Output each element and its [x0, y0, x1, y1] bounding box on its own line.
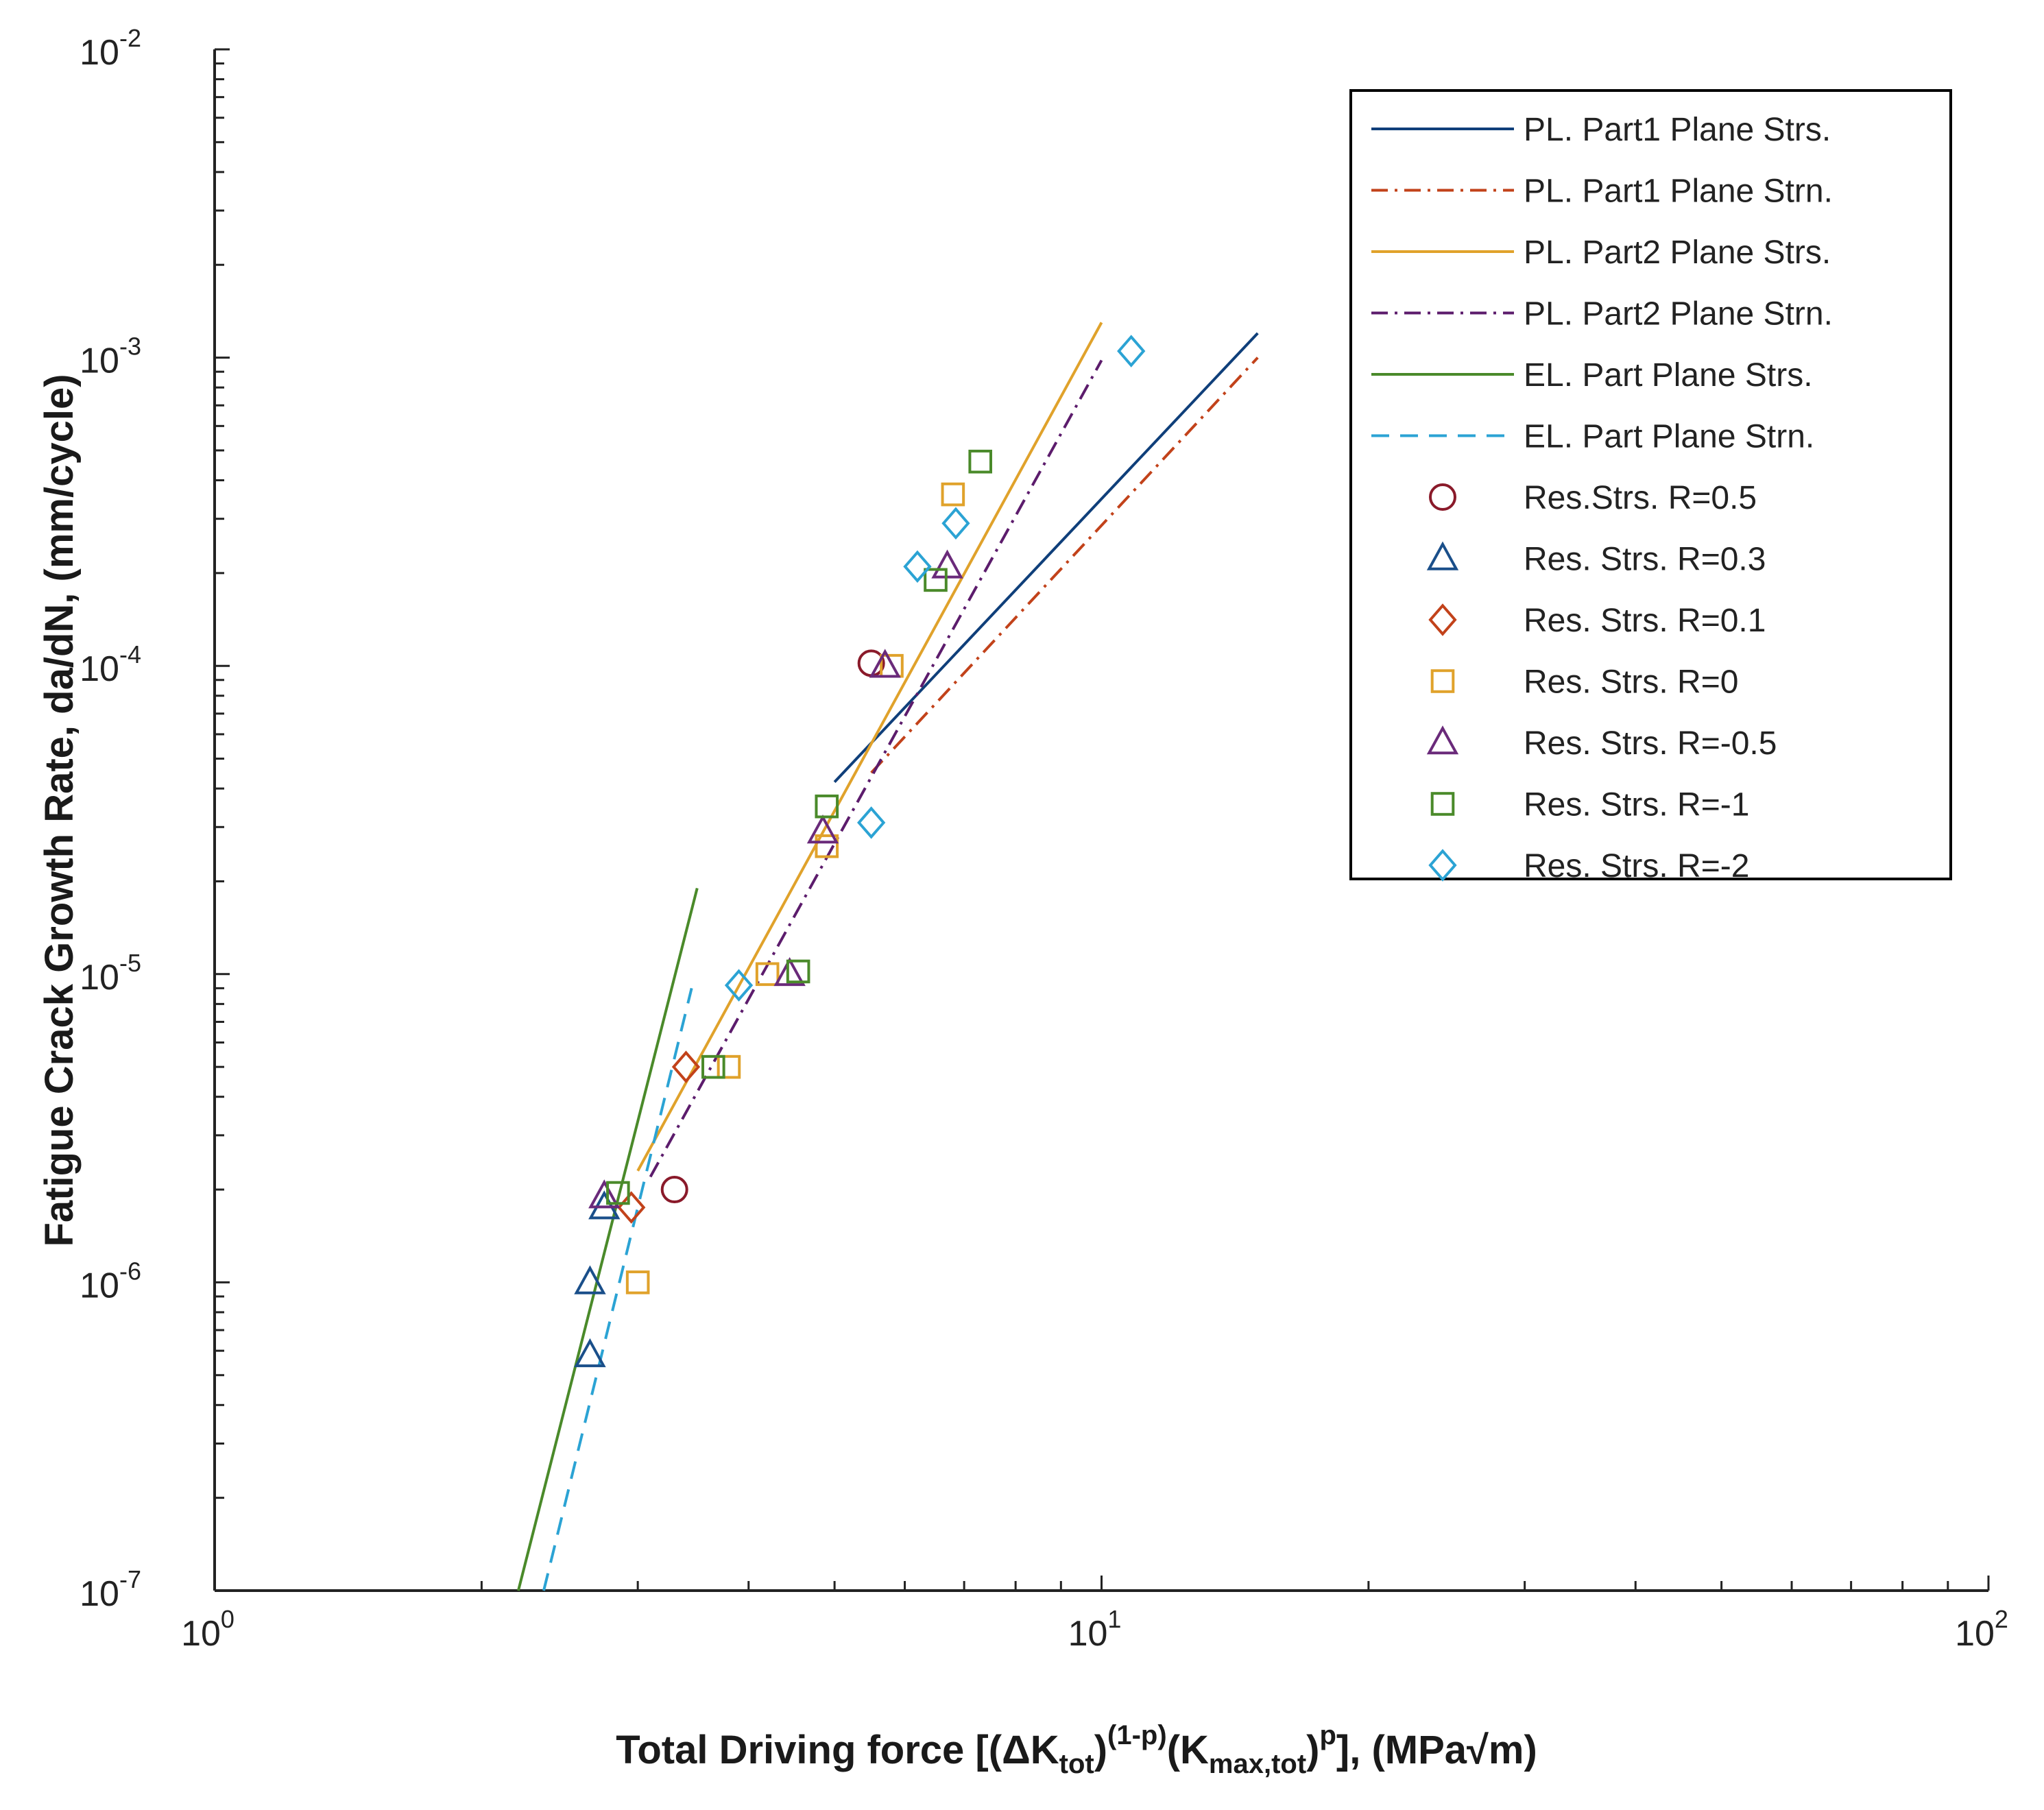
y-tick-label: 10-4 — [80, 640, 141, 689]
data-point — [815, 794, 839, 819]
x-axis-label: Total Driving force [(ΔKtot)(1-p)(Kmax,t… — [616, 1720, 1537, 1779]
y-tick-label: 10-6 — [80, 1257, 141, 1305]
x-label-delta: Δ — [1002, 1728, 1031, 1772]
legend-marker-swatch — [1428, 849, 1457, 882]
y-tick-label-exp: -7 — [119, 1565, 141, 1593]
legend-marker-swatch — [1426, 725, 1459, 755]
x-label-suffix: ], (MPa — [1336, 1728, 1467, 1772]
x-label-sup1: (1-p) — [1107, 1720, 1167, 1750]
data-point — [574, 1265, 606, 1294]
data-point — [574, 1338, 606, 1368]
y-tick-label-exp: -5 — [119, 949, 141, 977]
data-point — [724, 969, 754, 1002]
fit-line — [516, 887, 699, 1591]
data-point — [625, 1270, 650, 1294]
y-tick-label-base: 10 — [80, 649, 119, 689]
legend-marker-swatch — [1429, 483, 1456, 511]
data-point — [606, 1181, 630, 1205]
x-tick-label-base: 10 — [1068, 1614, 1108, 1654]
legend-label: Res. Strs. R=-2 — [1524, 848, 1749, 884]
data-point — [671, 1050, 701, 1083]
x-label-k1: K — [1031, 1728, 1059, 1772]
data-point — [786, 959, 810, 984]
legend-marker-swatch — [1428, 603, 1457, 636]
x-label-close1: ) — [1094, 1728, 1107, 1772]
y-tick-label-base: 10 — [80, 958, 119, 998]
x-label-unit-end: m) — [1489, 1728, 1537, 1772]
y-axis-label: Fatigue Crack Growth Rate, da/dN, (mm/cy… — [37, 374, 82, 1246]
legend-label: Res.Strs. R=0.5 — [1524, 480, 1757, 516]
legend-label: PL. Part2 Plane Strs. — [1524, 234, 1831, 271]
legend: PL. Part1 Plane Strs. PL. Part1 Plane Str… — [1349, 89, 1952, 884]
x-tick-label-exp: 0 — [221, 1605, 235, 1633]
y-tick-label: 10-7 — [80, 1565, 141, 1614]
y-tick-label: 10-5 — [80, 949, 141, 998]
data-point — [588, 1179, 621, 1209]
y-tick-label-base: 10 — [80, 1266, 119, 1305]
x-tick-label: 101 — [1068, 1605, 1122, 1654]
fit-line — [542, 987, 693, 1591]
x-label-prefix: Total Driving force [( — [616, 1728, 1002, 1772]
x-tick-label-exp: 2 — [1995, 1605, 2008, 1633]
x-label-sqrt: √ — [1467, 1728, 1489, 1772]
y-tick-label-base: 10 — [80, 33, 119, 73]
x-tick-label-base: 10 — [1955, 1614, 1995, 1654]
fit-line — [636, 322, 1103, 1172]
x-label-k1-sub: tot — [1059, 1749, 1094, 1779]
data-point — [1117, 335, 1146, 367]
fit-line — [649, 359, 1103, 1178]
legend-label: PL. Part2 Plane Strn. — [1524, 296, 1833, 333]
x-tick-label: 102 — [1955, 1605, 2008, 1654]
data-point — [773, 956, 806, 987]
fit-line — [833, 332, 1259, 783]
data-point — [806, 814, 839, 844]
x-label-sup2: p — [1319, 1720, 1336, 1750]
data-point — [968, 449, 993, 474]
x-label-k2-sub: max,tot — [1209, 1749, 1306, 1779]
x-tick-label: 100 — [181, 1605, 235, 1654]
tick-marks — [213, 48, 1990, 1592]
legend-marker-swatch — [1426, 541, 1459, 570]
x-tick-label-exp: 1 — [1107, 1605, 1121, 1633]
data-point — [701, 1054, 725, 1079]
legend-label: Res. Strs. R=-0.5 — [1524, 725, 1777, 762]
y-tick-label-exp: -3 — [119, 333, 141, 361]
legend-label: EL. Part Plane Strn. — [1524, 419, 1814, 455]
legend-box — [1349, 89, 1952, 880]
legend-label: Res. Strs. R=0.3 — [1524, 542, 1766, 578]
y-tick-label-exp: -4 — [119, 640, 141, 668]
legend-label: Res. Strs. R=0.1 — [1524, 603, 1766, 639]
data-point — [941, 507, 970, 540]
y-tick-label: 10-3 — [80, 333, 141, 381]
data-point — [755, 962, 780, 987]
legend-label: PL. Part1 Plane Strn. — [1524, 173, 1833, 210]
y-tick-label-base: 10 — [80, 341, 119, 381]
y-tick-label-exp: -6 — [119, 1257, 141, 1285]
data-point — [941, 482, 965, 507]
legend-label: PL. Part1 Plane Strs. — [1524, 112, 1831, 148]
x-label-open2: (K — [1167, 1728, 1209, 1772]
data-markers — [574, 335, 1146, 1368]
data-point — [924, 568, 948, 592]
legend-marker-swatch — [1430, 792, 1455, 816]
fit-lines — [516, 322, 1259, 1591]
legend-label: Res. Strs. R=0 — [1524, 664, 1738, 701]
y-tick-label-base: 10 — [80, 1574, 119, 1614]
legend-label: Res. Strs. R=-1 — [1524, 787, 1749, 823]
legend-marker-swatch — [1430, 669, 1455, 693]
fit-line — [870, 357, 1259, 774]
y-tick-label-exp: -2 — [119, 24, 141, 52]
y-tick-label: 10-2 — [80, 24, 141, 73]
data-point — [869, 649, 901, 678]
x-tick-label-base: 10 — [181, 1614, 221, 1654]
data-point — [717, 1054, 741, 1079]
data-point — [660, 1176, 688, 1204]
x-label-close2: ) — [1306, 1728, 1319, 1772]
data-point — [857, 806, 886, 839]
data-point — [903, 550, 932, 583]
data-point — [815, 834, 839, 858]
legend-label: EL. Part Plane Strs. — [1524, 357, 1813, 394]
